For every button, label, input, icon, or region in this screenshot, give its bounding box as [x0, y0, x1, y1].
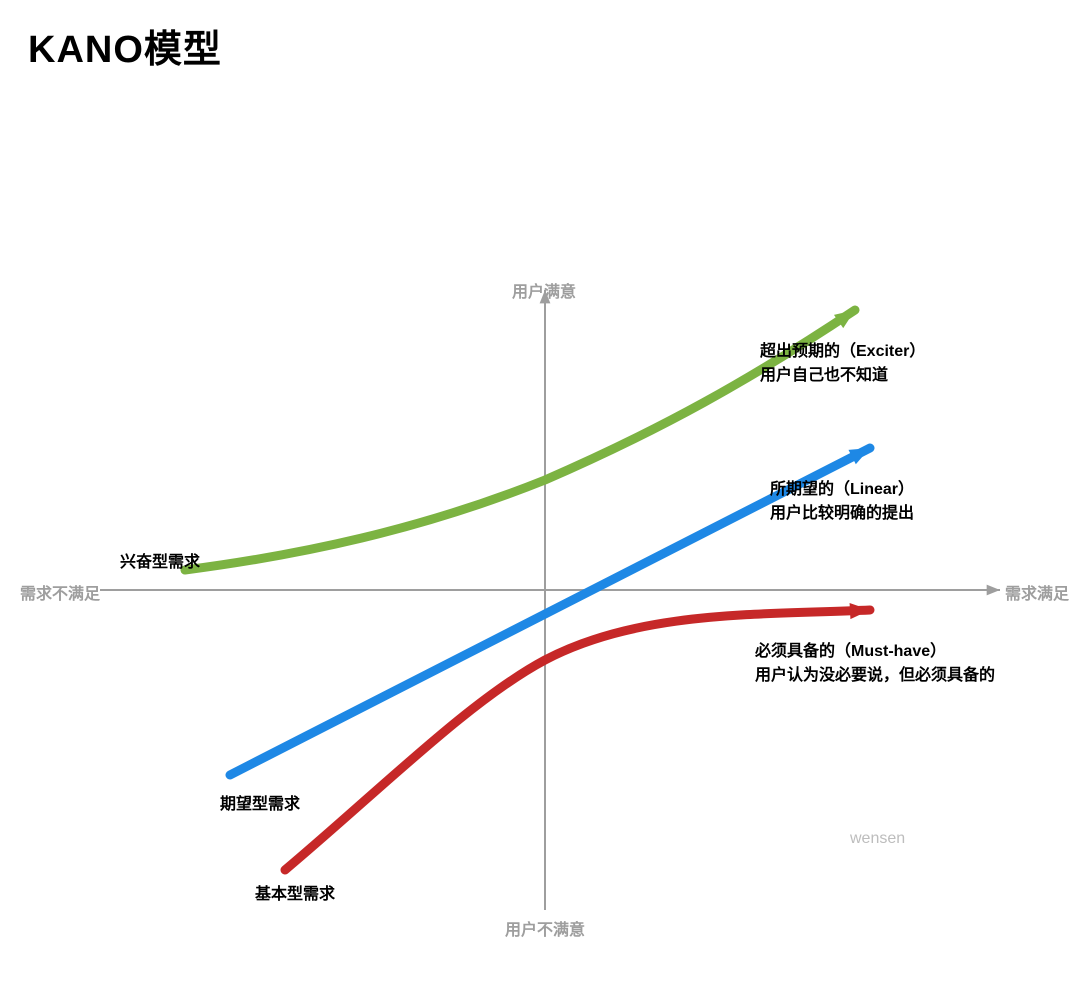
watermark: wensen: [850, 830, 905, 848]
musthave-right-line2: 用户认为没必要说，但必须具备的: [755, 664, 995, 688]
kano-chart: 用户满意 用户不满意 需求不满足 需求满足 兴奋型需求 期望型需求 基本型需求 …: [0, 0, 1090, 984]
exciter-left-label: 兴奋型需求: [120, 548, 200, 572]
axis-label-right: 需求满足: [1005, 580, 1069, 604]
exciter-right-label: 超出预期的（Exciter） 用户自己也不知道: [760, 340, 925, 388]
exciter-right-line2: 用户自己也不知道: [760, 364, 925, 388]
linear-left-label: 期望型需求: [220, 790, 300, 814]
axis-label-bottom: 用户不满意: [505, 916, 585, 940]
linear-right-line1: 所期望的（Linear）: [770, 478, 914, 502]
axis-label-left: 需求不满足: [20, 580, 100, 604]
axis-label-top: 用户满意: [512, 278, 576, 302]
linear-right-label: 所期望的（Linear） 用户比较明确的提出: [770, 478, 914, 526]
musthave-right-label: 必须具备的（Must-have） 用户认为没必要说，但必须具备的: [755, 640, 995, 688]
chart-svg: [0, 0, 1090, 984]
linear-right-line2: 用户比较明确的提出: [770, 502, 914, 526]
exciter-right-line1: 超出预期的（Exciter）: [760, 340, 925, 364]
musthave-right-line1: 必须具备的（Must-have）: [755, 640, 995, 664]
musthave-left-label: 基本型需求: [255, 880, 335, 904]
